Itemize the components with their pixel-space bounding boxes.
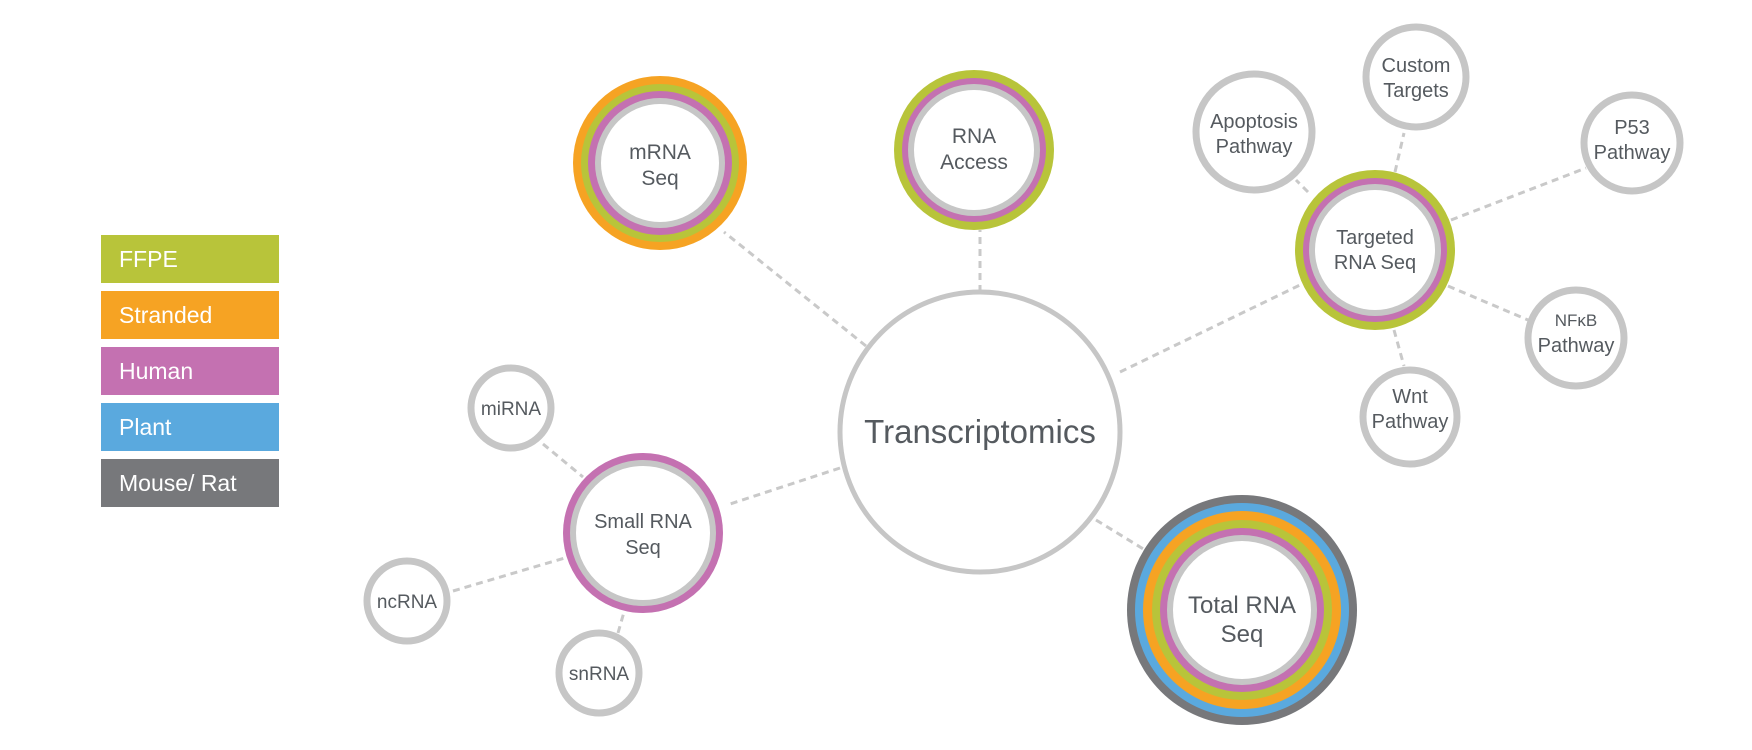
edge-small-snrna [616,611,626,634]
node-snrna: snRNA [555,629,643,717]
node-wnt-pathway: Wnt Pathway [1359,366,1461,468]
node-label-line: RNA Seq [1334,252,1416,274]
svg-text:ncRNA: ncRNA [377,592,438,613]
legend-item-ffpe: FFPE [101,235,279,283]
edge-center-targeted [1119,283,1301,374]
node-label-line: Wnt [1392,386,1428,408]
node-mirna: miRNA [467,364,555,452]
node-label-line: Targets [1383,80,1449,102]
edge-targeted-apoptosis [1294,178,1310,194]
svg-text:snRNA: snRNA [569,664,630,685]
node-nfkb-pathway: NFκB Pathway [1524,286,1628,390]
svg-text:Seq: Seq [1221,621,1264,648]
edge-targeted-wnt [1392,329,1406,367]
svg-text:Seq: Seq [625,537,661,559]
node-label-line: Pathway [1538,335,1615,357]
node-label-line: P53 [1614,117,1650,139]
node-targeted-rna-seq: Targeted RNA Seq [1295,170,1455,330]
node-apoptosis-pathway: Apoptosis Pathway [1192,70,1316,194]
svg-text:Custom: Custom [1382,55,1451,77]
node-label-line: Total RNA [1188,592,1296,619]
legend-item-plant: Plant [101,403,279,451]
edge-small-mirna [542,442,584,479]
edge-center-total [1095,518,1146,552]
edge-center-small [726,466,841,507]
svg-text:Apoptosis: Apoptosis [1210,111,1298,133]
svg-text:Targeted: Targeted [1336,227,1414,249]
node-label-line: Pathway [1372,411,1449,433]
edge-small-ncrna [452,555,569,593]
edge-targeted-nfkb [1447,284,1529,322]
svg-text:mRNA: mRNA [629,141,691,164]
connectors [452,132,1587,634]
node-label-line: Targeted [1336,227,1414,249]
node-label-line: Seq [641,167,678,190]
legend-item-human: Human [101,347,279,395]
svg-text:Seq: Seq [641,167,678,190]
edge-center-mrna [723,230,867,348]
svg-text:Targets: Targets [1383,80,1449,102]
legend: FFPE Stranded Human Plant Mouse/ Rat [101,235,279,515]
svg-text:Pathway: Pathway [1216,136,1293,158]
legend-label: Mouse/ Rat [119,469,237,496]
svg-text:Wnt: Wnt [1392,386,1428,408]
node-custom-targets: Custom Targets [1362,23,1470,131]
legend-label: FFPE [119,245,178,272]
node-label-line: Seq [1221,621,1264,648]
node-label-line: Custom [1382,55,1451,77]
svg-text:Pathway: Pathway [1372,411,1449,433]
node-ncrna: ncRNA [363,557,451,645]
node-label-line: RNA [952,125,996,148]
edge-targeted-p53 [1450,166,1587,222]
svg-text:Access: Access [940,151,1008,174]
legend-item-mouse-rat: Mouse/ Rat [101,459,279,507]
node-small-rna-seq: Small RNA Seq [563,453,723,613]
node-p53-pathway: P53 Pathway [1580,91,1684,195]
svg-text:Pathway: Pathway [1594,142,1671,164]
node-label-line: snRNA [569,664,630,685]
node-label-line: miRNA [481,399,541,420]
node-label-line: Seq [625,537,661,559]
svg-text:Pathway: Pathway [1538,335,1615,357]
svg-text:RNA: RNA [952,125,996,148]
center-label: Transcriptomics [864,413,1096,450]
svg-text:Total RNA: Total RNA [1188,592,1296,619]
node-label-line: Apoptosis [1210,111,1298,133]
svg-text:miRNA: miRNA [481,399,541,420]
node-label-line: mRNA [629,141,691,164]
legend-item-stranded: Stranded [101,291,279,339]
svg-text:Small RNA: Small RNA [594,511,692,533]
node-label-line: ncRNA [377,592,438,613]
legend-label: Plant [119,413,172,440]
svg-text:P53: P53 [1614,117,1650,139]
svg-text:RNA Seq: RNA Seq [1334,252,1416,274]
center-node-transcriptomics: Transcriptomics [837,289,1123,575]
svg-text:NFκB: NFκB [1555,311,1598,330]
node-label-line: Pathway [1216,136,1293,158]
node-label-line: NFκB [1555,311,1598,330]
node-rna-access: RNA Access [894,70,1054,230]
node-total-rna-seq: Total RNA Seq [1127,495,1357,725]
node-label-line: Small RNA [594,511,692,533]
node-label-line: Pathway [1594,142,1671,164]
node-mrna-seq: mRNA Seq [573,76,747,250]
legend-label: Stranded [119,301,213,328]
legend-label: Human [119,357,194,384]
edge-targeted-custom [1393,132,1406,173]
node-label-line: Access [940,151,1008,174]
